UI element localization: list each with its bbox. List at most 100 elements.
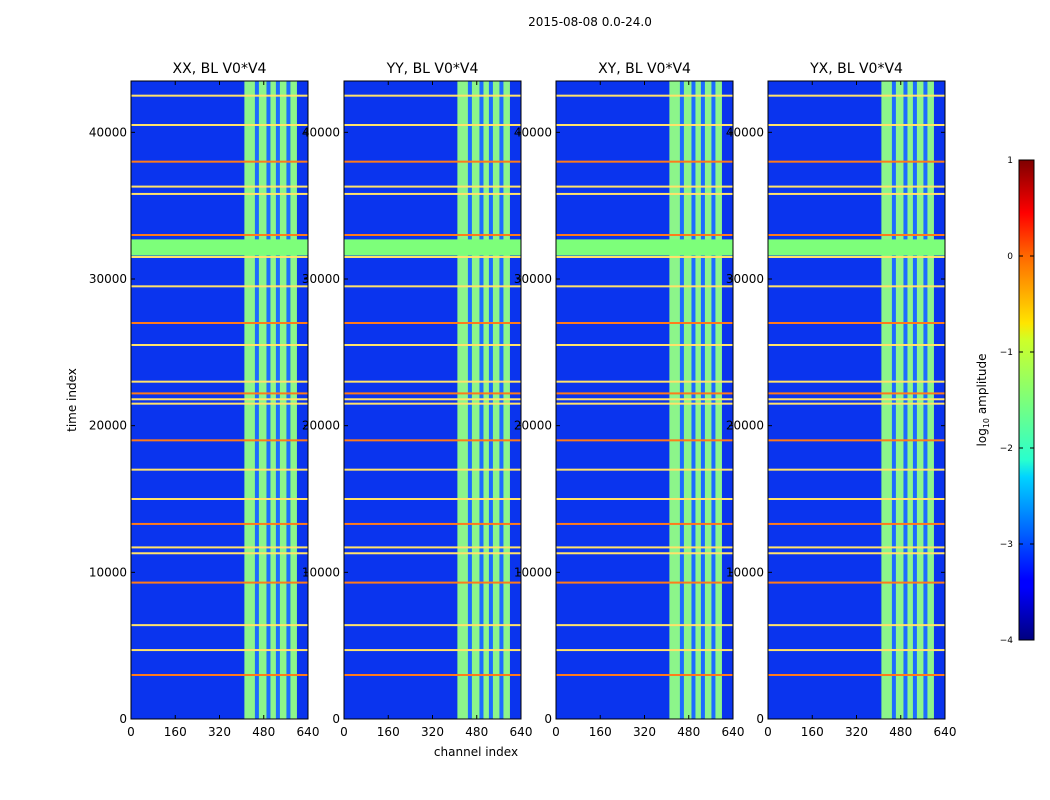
- y-tick-label: 40000: [726, 125, 764, 139]
- panel-yy-flag-row: [344, 674, 521, 676]
- panel-yy-flag-row: [344, 392, 521, 395]
- y-tick-label: 30000: [726, 272, 764, 286]
- panel-yy-flag-row: [344, 522, 521, 525]
- panel-xy-flag-band: [556, 239, 733, 256]
- y-tick-label: 30000: [514, 272, 552, 286]
- panel-yx-flag-row: [768, 552, 945, 555]
- colorbar-tick-label: −3: [1000, 540, 1013, 550]
- panel-yy-flag-row: [344, 380, 521, 383]
- colorbar-ticks: 1 0 −1 −2 −3 −4: [1000, 156, 1034, 646]
- panel-xx-flag-row: [131, 468, 308, 471]
- x-tick-label: 0: [764, 725, 772, 739]
- panel-xy-flag-row: [556, 285, 733, 288]
- panel-xy-flag-row: [556, 649, 733, 652]
- panel-yx-title: YX, BL V0*V4: [809, 61, 903, 77]
- panel-xx-flag-row: [131, 192, 308, 195]
- panel-xy-flag-row: [556, 380, 733, 383]
- panel-xx-flag-row: [131, 498, 308, 500]
- panel-yy-title: YY, BL V0*V4: [386, 61, 479, 77]
- colorbar-tick-label: −2: [1000, 444, 1013, 454]
- panel-xx-flag-row: [131, 285, 308, 288]
- colorbar-tick-label: −1: [1000, 348, 1013, 358]
- colorbar-label-sub: 10: [982, 418, 991, 428]
- y-tick-label: 10000: [726, 565, 764, 579]
- panel-yx-flag-row: [768, 546, 945, 549]
- colorbar-label: log10 amplitude: [975, 354, 991, 447]
- panel-xy-flag-row: [556, 674, 733, 676]
- x-tick-label: 640: [722, 725, 745, 739]
- panel-xy: XY, BL V0*V4 0 160 320 480 640 0 10000 20000 3000…: [514, 61, 745, 739]
- panel-xx-flag-row: [131, 439, 308, 442]
- panel-xy-flag-row: [556, 256, 733, 258]
- panel-yy-flag-row: [344, 185, 521, 188]
- panel-xy-flag-row: [556, 546, 733, 549]
- x-tick-label: 160: [377, 725, 400, 739]
- panel-yy-flag-row: [344, 344, 521, 346]
- panel-yx-flag-row: [768, 192, 945, 195]
- panel-yx-flag-band: [768, 239, 945, 256]
- panel-yy-flag-band: [344, 239, 521, 256]
- panel-yx-flag-row: [768, 344, 945, 346]
- panel-yx-flag-row: [768, 185, 945, 188]
- y-tick-label: 30000: [302, 272, 340, 286]
- panel-yx-flag-row: [768, 285, 945, 288]
- y-tick-label: 20000: [726, 419, 764, 433]
- y-tick-label: 20000: [302, 419, 340, 433]
- panel-xy-flag-row: [556, 392, 733, 395]
- panel-xx-flag-row: [131, 344, 308, 346]
- x-tick-label: 320: [633, 725, 656, 739]
- panel-xy-flag-row: [556, 322, 733, 324]
- x-tick-label: 480: [889, 725, 912, 739]
- panel-xy-flag-row: [556, 94, 733, 97]
- panels: XX, BL V0*V4 0 160 320 480 640 0 10000 20000 3000…: [89, 61, 957, 739]
- panel-yx-flag-row: [768, 649, 945, 652]
- panel-yy-flag-row: [344, 234, 521, 236]
- panel-xy-flag-row: [556, 402, 733, 405]
- y-tick-label: 40000: [514, 125, 552, 139]
- panel-yy-flag-row: [344, 546, 521, 549]
- panel-xy-flag-row: [556, 468, 733, 471]
- x-tick-label: 640: [297, 725, 320, 739]
- panel-xy-flag-row: [556, 498, 733, 500]
- panel-yx-flag-row: [768, 322, 945, 324]
- panel-xy-title: XY, BL V0*V4: [598, 61, 691, 77]
- colorbar-label-base: log: [975, 428, 989, 446]
- panel-xx-flag-row: [131, 522, 308, 525]
- colorbar-gradient: [1018, 159, 1035, 641]
- panel-xx-flag-row: [131, 552, 308, 555]
- x-tick-label: 480: [465, 725, 488, 739]
- panel-xx-flag-row: [131, 402, 308, 405]
- y-tick-label: 20000: [89, 419, 127, 433]
- panel-xx-flag-row: [131, 94, 308, 97]
- panel-xy-flag-row: [556, 160, 733, 163]
- x-tick-label: 320: [845, 725, 868, 739]
- panel-yx-flag-row: [768, 402, 945, 405]
- panel-yx-flag-row: [768, 522, 945, 525]
- y-tick-label: 40000: [302, 125, 340, 139]
- panel-xy-flag-row: [556, 192, 733, 195]
- panel-yx-flag-row: [768, 624, 945, 627]
- panel-xy-flag-row: [556, 624, 733, 627]
- panel-xx-flag-row: [131, 124, 308, 126]
- panel-xy-flag-row: [556, 439, 733, 442]
- panel-xx-flag-row: [131, 546, 308, 549]
- colorbar-tick-label: −4: [1000, 636, 1014, 646]
- colorbar: 10 −1 −2 −3 −4 log10 amplitude: [975, 156, 1035, 646]
- panel-yy-flag-row: [344, 322, 521, 324]
- x-tick-label: 640: [934, 725, 957, 739]
- figure-title: 2015-08-08 0.0-24.0: [528, 15, 652, 29]
- panel-xy-flag-row: [556, 522, 733, 525]
- panel-yx-flag-row: [768, 468, 945, 471]
- panel-yy-flag-row: [344, 624, 521, 627]
- panel-yy-flag-row: [344, 402, 521, 405]
- panel-yy-flag-row: [344, 468, 521, 471]
- panel-yy-flag-row: [344, 552, 521, 555]
- panel-yx-flag-row: [768, 380, 945, 383]
- x-tick-label: 480: [252, 725, 275, 739]
- panel-xx-title: XX, BL V0*V4: [173, 61, 267, 77]
- x-tick-label: 320: [421, 725, 444, 739]
- panel-yy-flag-row: [344, 285, 521, 288]
- panel-xy-flag-row: [556, 581, 733, 584]
- panel-yx-flag-row: [768, 124, 945, 126]
- panel-yx-flag-row: [768, 398, 945, 401]
